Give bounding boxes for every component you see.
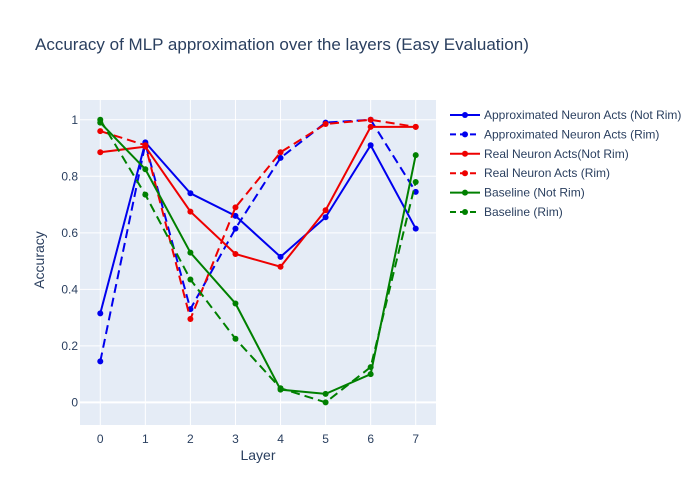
data-point [412, 178, 419, 185]
data-point [277, 154, 284, 161]
x-tick-label: 0 [97, 432, 104, 446]
series-line [99, 118, 416, 323]
data-point [322, 121, 329, 128]
legend-marker [462, 189, 468, 196]
x-tick-label: 5 [322, 432, 329, 446]
legend-marker [462, 209, 468, 215]
data-point [232, 212, 239, 219]
data-point [142, 166, 149, 173]
x-tick-label: 2 [187, 432, 194, 446]
series-line [99, 140, 417, 314]
legend-label: Real Neuron Acts(Not Rim) [484, 147, 629, 161]
legend-marker [462, 170, 468, 177]
data-point [97, 310, 104, 317]
data-point [277, 149, 284, 156]
series-group [97, 116, 419, 406]
data-point [142, 191, 149, 198]
y-tick-label: 0.6 [61, 226, 78, 240]
data-point [97, 128, 104, 135]
data-point [97, 149, 104, 156]
legend-item[interactable]: Baseline (Not Rim) [450, 186, 585, 200]
data-point [232, 300, 239, 307]
series-line [99, 121, 417, 395]
data-point [367, 142, 374, 149]
data-point [367, 371, 374, 378]
y-tick-labels: 0 0.2 0.4 0.6 0.8 1 [61, 113, 78, 410]
y-tick-label: 0.4 [61, 282, 78, 296]
data-point [367, 116, 374, 123]
plot-background [80, 100, 436, 425]
legend-marker [462, 112, 468, 118]
data-point [97, 358, 104, 365]
series-line [99, 119, 417, 404]
data-point [142, 142, 149, 149]
legend-label: Approximated Neuron Acts (Rim) [484, 127, 659, 141]
gridlines [80, 100, 436, 425]
series-6 [97, 116, 419, 406]
legend-marker [462, 150, 468, 157]
data-point [322, 399, 329, 406]
legend-label: Real Neuron Acts (Rim) [484, 166, 610, 180]
legend-label: Baseline (Rim) [484, 205, 563, 219]
x-tick-label: 3 [232, 432, 239, 446]
legend-item[interactable]: Real Neuron Acts (Rim) [450, 166, 610, 180]
data-point [367, 123, 374, 130]
data-point [187, 249, 194, 256]
legend-label: Baseline (Not Rim) [484, 186, 585, 200]
series-line [100, 125, 416, 268]
y-axis-title: Accuracy [31, 231, 47, 289]
legend-label: Approximated Neuron Acts (Not Rim) [484, 108, 681, 122]
chart-title: Accuracy of MLP approximation over the l… [35, 35, 529, 54]
data-point [277, 253, 284, 260]
y-tick-label: 0 [71, 395, 78, 409]
x-tick-label: 7 [412, 432, 419, 446]
legend-marker [462, 131, 468, 138]
x-tick-label: 1 [142, 432, 149, 446]
data-point [322, 207, 329, 214]
data-point [412, 225, 419, 232]
data-point [187, 276, 194, 283]
legend-item[interactable]: Baseline (Rim) [450, 205, 563, 219]
data-point [187, 208, 194, 215]
data-point [187, 316, 194, 323]
data-point [322, 390, 329, 397]
data-point [412, 152, 419, 159]
data-point [232, 251, 239, 258]
data-point [232, 204, 239, 211]
data-point [187, 190, 194, 197]
legend-item[interactable]: Real Neuron Acts(Not Rim) [450, 147, 629, 161]
x-tick-label: 4 [277, 432, 284, 446]
data-point [277, 385, 284, 392]
data-point [232, 225, 239, 232]
legend-item[interactable]: Approximated Neuron Acts (Not Rim) [450, 108, 681, 122]
x-axis-title: Layer [240, 447, 275, 463]
data-point [232, 335, 239, 342]
y-tick-label: 1 [71, 113, 78, 127]
data-point [97, 116, 104, 123]
data-point [322, 214, 329, 221]
legend-item[interactable]: Approximated Neuron Acts (Rim) [450, 127, 659, 141]
legend[interactable]: Approximated Neuron Acts (Not Rim) Approx… [450, 108, 681, 219]
y-tick-label: 0.2 [61, 339, 78, 353]
data-point [367, 364, 374, 371]
data-point [412, 123, 419, 130]
data-point [412, 188, 419, 195]
y-tick-label: 0.8 [61, 169, 78, 183]
data-point [277, 263, 284, 270]
x-tick-labels: 0 1 2 3 4 5 6 7 [97, 432, 419, 446]
x-tick-label: 6 [367, 432, 374, 446]
series-4 [97, 116, 419, 323]
